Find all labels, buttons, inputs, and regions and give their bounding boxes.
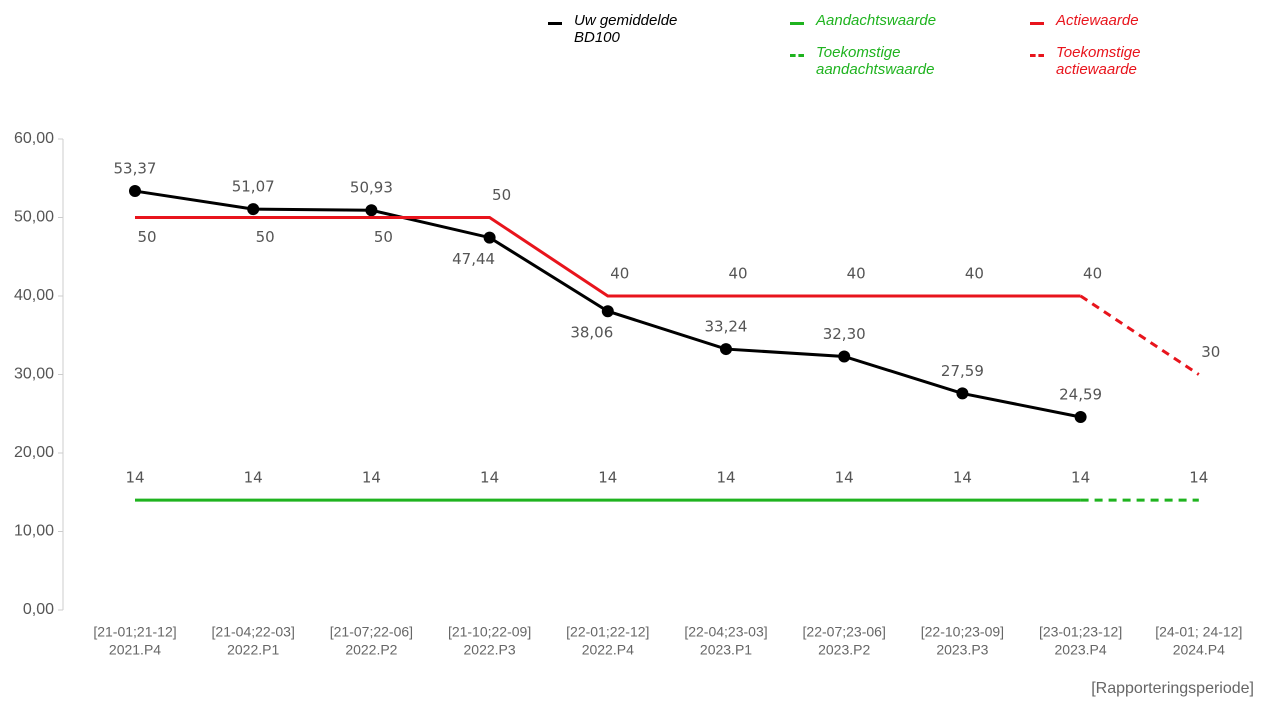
data-label: 53,37 (114, 160, 157, 178)
y-tick-label: 30,00 (14, 366, 54, 383)
x-tick-label: 2022.P4 (582, 642, 634, 658)
data-label: 50 (492, 186, 511, 204)
data-label: 14 (1071, 469, 1090, 487)
data-label: 47,44 (452, 250, 495, 268)
x-tick-label: [21-07;22-06] (330, 624, 413, 640)
legend-item: Toekomstige aandachtswaarde (790, 44, 936, 78)
data-label: 27,59 (941, 362, 984, 380)
legend-swatch (548, 22, 562, 25)
data-label: 14 (244, 469, 263, 487)
data-label: 14 (125, 469, 144, 487)
x-tick-label: 2021.P4 (109, 642, 161, 658)
data-label: 50,93 (350, 179, 393, 197)
point (1074, 410, 1087, 423)
data-label: 33,24 (705, 318, 748, 336)
y-tick-label: 50,00 (14, 209, 54, 226)
data-label: 32,30 (823, 325, 866, 343)
data-label: 50 (256, 228, 275, 246)
y-tick-label: 40,00 (14, 287, 54, 304)
data-label: 14 (598, 469, 617, 487)
point (365, 204, 378, 217)
legend: Uw gemiddelde BD100 Aandachtswaarde Actiew… (0, 8, 1264, 88)
data-label: 50 (374, 228, 393, 246)
x-tick-label: [23-01;23-12] (1039, 624, 1122, 640)
legend-item: Uw gemiddelde BD100 (548, 12, 724, 46)
data-label: 24,59 (1059, 385, 1102, 403)
point (720, 343, 732, 356)
series-line (1079, 294, 1200, 376)
data-label: 40 (728, 265, 747, 283)
data-label: 40 (1083, 265, 1102, 283)
legend-label: Aandachtswaarde (816, 12, 937, 29)
legend-label: Toekomstige aandachtswaarde (816, 44, 935, 78)
x-tick-label: [22-07;23-06] (803, 624, 886, 640)
y-tick-label: 20,00 (14, 444, 54, 461)
legend-item: Actiewaarde (1030, 12, 1206, 29)
y-tick-label: 10,00 (14, 523, 54, 540)
legend-item: Toekomstige actiewaarde (1030, 44, 1176, 78)
data-label: 14 (480, 469, 499, 487)
point (838, 350, 851, 363)
data-label: 40 (610, 265, 629, 283)
legend-item: Aandachtswaarde (790, 12, 966, 29)
x-tick-label: [22-10;23-09] (921, 624, 1004, 640)
data-label: 50 (137, 228, 156, 246)
x-tick-label: 2023.P4 (1055, 642, 1107, 658)
point (483, 231, 496, 244)
data-label: 14 (1189, 469, 1208, 487)
x-tick-label: [21-01;21-12] (93, 624, 176, 640)
legend-swatch (790, 54, 804, 57)
data-label: 14 (835, 469, 854, 487)
x-tick-label: 2022.P3 (464, 642, 516, 658)
x-tick-label: 2022.P1 (227, 642, 279, 658)
x-tick-label: 2024.P4 (1173, 642, 1225, 658)
x-tick-label: 2023.P3 (936, 642, 988, 658)
legend-swatch (1030, 22, 1044, 25)
series-line (134, 189, 1081, 419)
x-tick-label: [21-04;22-03] (212, 624, 295, 640)
data-label: 30 (1201, 343, 1220, 361)
data-label: 51,07 (232, 178, 275, 196)
x-axis-label: [Rapporteringsperiode] (1091, 680, 1254, 697)
x-tick-label: [24-01; 24-12] (1155, 624, 1242, 640)
x-tick-label: [22-04;23-03] (684, 624, 767, 640)
data-label: 38,06 (570, 324, 613, 342)
series-line (135, 216, 1081, 298)
data-label: 14 (716, 469, 735, 487)
x-tick-label: 2023.P1 (700, 642, 752, 658)
x-tick-label: 2022.P2 (345, 642, 397, 658)
data-label: 14 (953, 469, 972, 487)
data-label: 40 (847, 265, 866, 283)
legend-swatch (790, 22, 804, 25)
point (956, 387, 969, 400)
y-tick-label: 60,00 (14, 130, 54, 147)
point (247, 203, 260, 216)
legend-label: Uw gemiddelde BD100 (574, 12, 678, 46)
data-label: 14 (362, 469, 381, 487)
point (129, 185, 141, 198)
legend-label: Actiewaarde (1056, 12, 1139, 29)
legend-label: Toekomstige actiewaarde (1056, 44, 1141, 78)
data-label: 40 (965, 265, 984, 283)
x-tick-label: 2023.P2 (818, 642, 870, 658)
x-tick-label: [22-01;22-12] (566, 624, 649, 640)
legend-swatch (1030, 54, 1044, 57)
x-tick-label: [21-10;22-09] (448, 624, 531, 640)
y-tick-label: 0,00 (23, 601, 54, 618)
point (601, 305, 614, 318)
